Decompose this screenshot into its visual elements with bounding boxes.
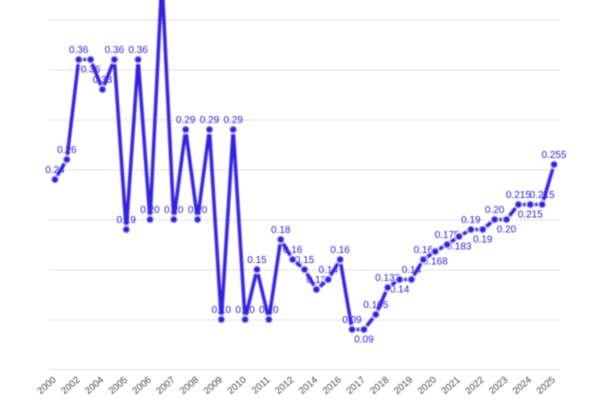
svg-text:0.36: 0.36 [105, 45, 125, 56]
svg-text:0.19: 0.19 [461, 215, 481, 226]
svg-text:0.215: 0.215 [506, 190, 531, 201]
svg-text:0.215: 0.215 [530, 190, 555, 201]
svg-text:0.36: 0.36 [81, 65, 101, 76]
svg-text:0.168: 0.168 [423, 257, 448, 268]
svg-text:0.14: 0.14 [390, 285, 410, 296]
svg-text:0.15: 0.15 [247, 255, 267, 266]
svg-text:0.20: 0.20 [485, 205, 505, 216]
svg-text:0.09: 0.09 [354, 335, 374, 346]
svg-text:0.132: 0.132 [375, 273, 400, 284]
svg-text:0.29: 0.29 [223, 115, 243, 126]
svg-text:0.255: 0.255 [542, 150, 567, 161]
svg-text:0.183: 0.183 [446, 242, 471, 253]
svg-text:0.36: 0.36 [128, 45, 148, 56]
svg-text:0.16: 0.16 [283, 245, 303, 256]
svg-text:0.16: 0.16 [330, 245, 350, 256]
svg-text:0.20: 0.20 [497, 225, 517, 236]
svg-text:0.215: 0.215 [518, 210, 543, 221]
svg-text:0.14: 0.14 [402, 265, 422, 276]
svg-text:0.19: 0.19 [473, 235, 493, 246]
svg-text:0.36: 0.36 [69, 45, 89, 56]
svg-text:0.33: 0.33 [93, 75, 113, 86]
svg-text:0.175: 0.175 [435, 230, 460, 241]
svg-text:0.14: 0.14 [319, 265, 339, 276]
svg-text:0.15: 0.15 [295, 255, 315, 266]
svg-text:0.29: 0.29 [200, 115, 220, 126]
svg-text:0.29: 0.29 [176, 115, 196, 126]
svg-text:0.24: 0.24 [45, 165, 65, 176]
svg-text:0.18: 0.18 [271, 225, 291, 236]
svg-text:0.105: 0.105 [363, 300, 388, 311]
svg-text:0.16: 0.16 [414, 245, 434, 256]
svg-text:0.13: 0.13 [307, 275, 327, 286]
